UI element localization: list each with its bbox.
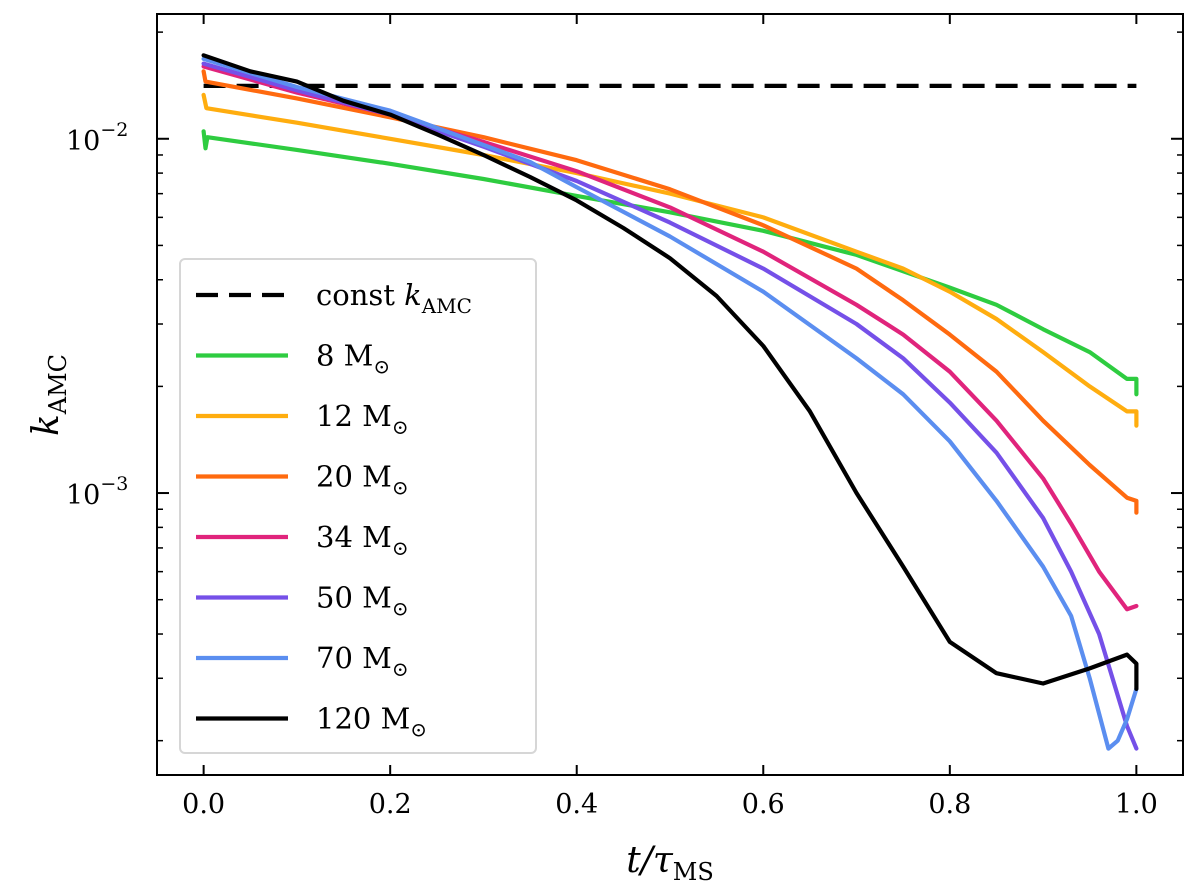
x-axis-label: t/τMS	[626, 840, 714, 886]
plot-frame	[156, 13, 1184, 776]
series-line-1	[201, 129, 1139, 397]
series-line-7	[201, 53, 1139, 691]
legend-label-4: 34 M⊙	[316, 520, 409, 560]
x-tick-label: 0.4	[555, 789, 598, 820]
legend-label-1: 8 M⊙	[316, 339, 390, 379]
series-line-3	[201, 69, 1139, 515]
legend-label-7: 120 M⊙	[316, 702, 427, 742]
x-tick-label: 0.8	[928, 789, 971, 820]
series-layer	[201, 53, 1139, 751]
x-tick-label: 0.2	[369, 789, 412, 820]
x-tick-label: 1.0	[1115, 789, 1158, 820]
legend-label-3: 20 M⊙	[316, 460, 409, 500]
x-tick-label: 0.6	[742, 789, 785, 820]
series-line-5	[201, 61, 1139, 751]
tick-layer: 0.0 0.2 0.4 0.6 0.8 1.0 10−2 10−3	[66, 14, 1183, 820]
y-tick-label: 10−2	[66, 119, 128, 157]
y-tick-label: 10−3	[66, 473, 128, 511]
legend-box	[179, 258, 537, 754]
x-tick-label: 0.0	[182, 789, 225, 820]
series-line-6	[201, 56, 1139, 751]
legend-label-6: 70 M⊙	[316, 641, 409, 681]
legend-label-0: const kAMC	[316, 278, 472, 318]
legend: const kAMC 8 M⊙ 12 M⊙ 20 M⊙ 34 M⊙ 50 M⊙ 70 M⊙ 1…	[179, 258, 537, 754]
series-line-2	[201, 92, 1139, 428]
y-axis-label: kAMC	[26, 354, 72, 436]
legend-label-5: 50 M⊙	[316, 581, 409, 621]
legend-label-2: 12 M⊙	[316, 399, 409, 439]
